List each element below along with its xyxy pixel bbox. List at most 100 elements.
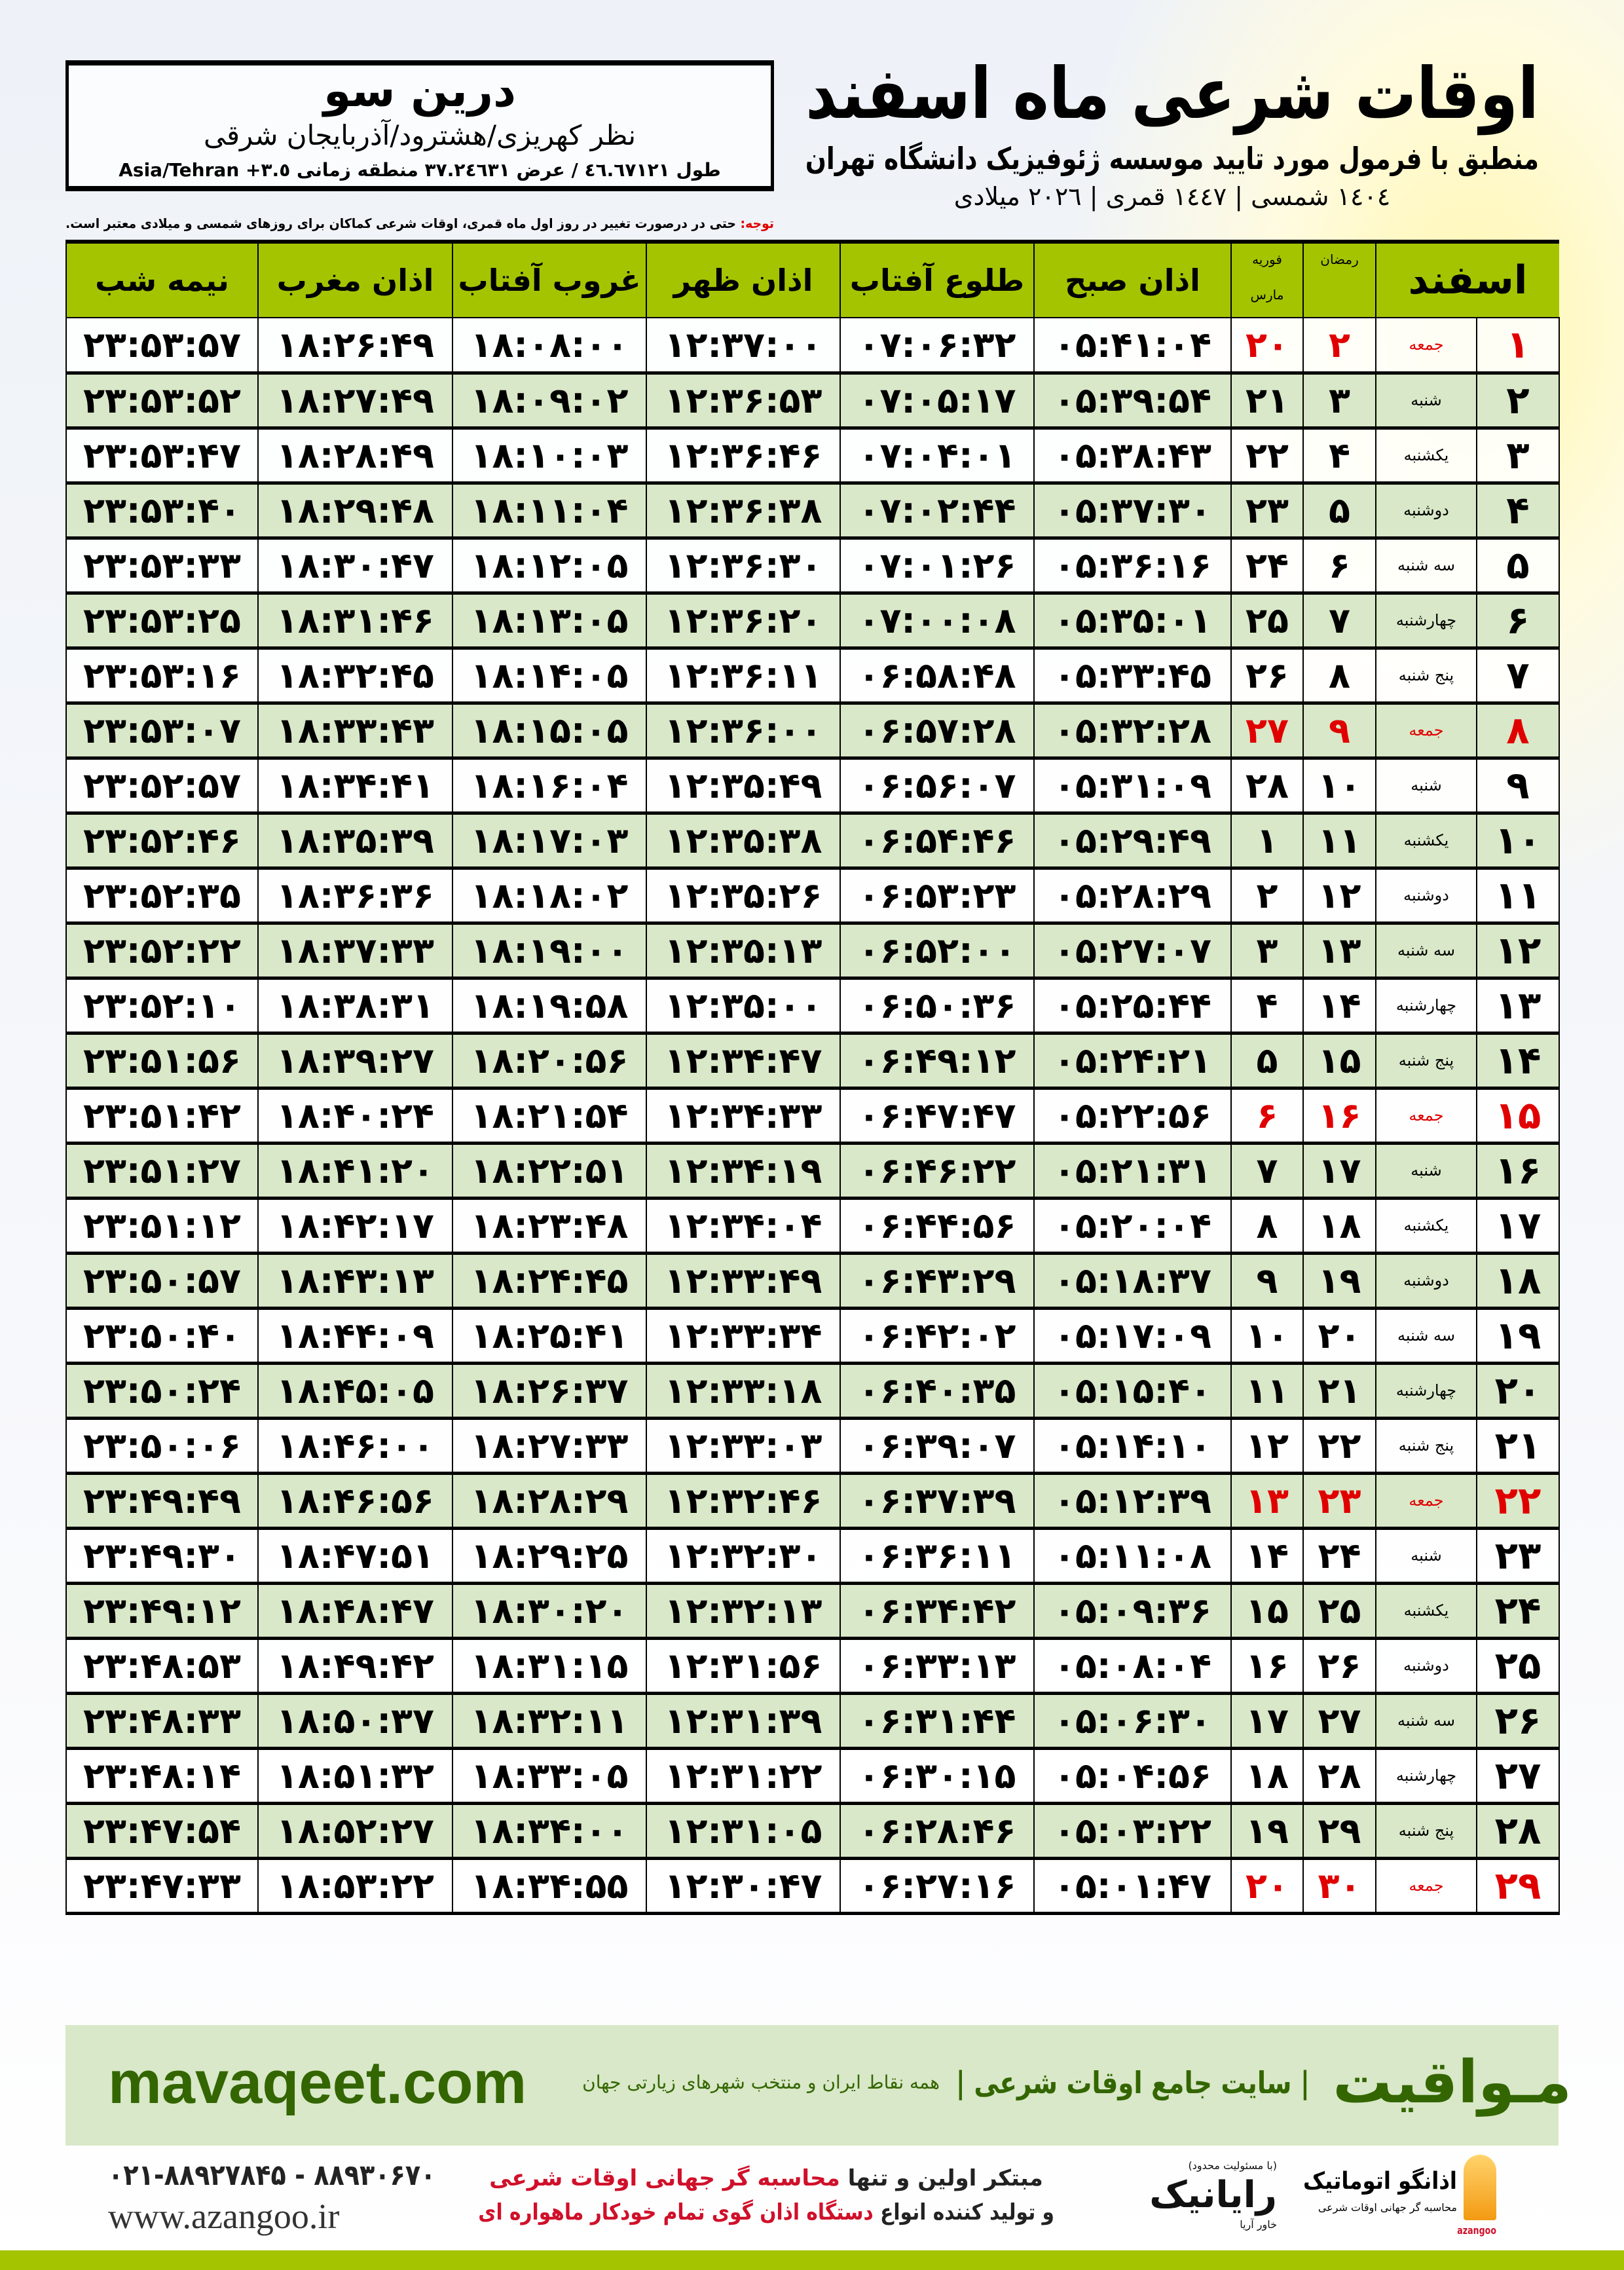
promo-line-2: و تولید کننده انواع دستگاه اذان گوی تمام…: [478, 2195, 1054, 2229]
cell-sunset: ۱۸:۲۴:۴۵: [452, 1252, 647, 1310]
location-box: درین سو نظر کهریزی/هشترود/آذربایجان شرقی…: [65, 60, 774, 191]
cell-weekday: سه شنبه: [1375, 1307, 1477, 1365]
cell-day: ۱۵: [1476, 1087, 1560, 1145]
cell-fajr: ۰۵:۱۲:۳۹: [1033, 1472, 1232, 1530]
table-row: ۲۷ چهارشنبه ۲۸ ۱۸ ۰۵:۰۴:۵۶ ۰۶:۳۰:۱۵ ۱۲:۳۱:۲۲ ۱۸…: [65, 1747, 1560, 1805]
cell-weekday: شنبه: [1375, 372, 1477, 430]
cell-ramadan: ۸: [1302, 647, 1376, 705]
promo-1a: مبتکر اولین و تنها: [840, 2165, 1043, 2191]
cell-ramadan: ۱۳: [1302, 922, 1376, 980]
cell-sunrise: ۰۶:۵۶:۰۷: [840, 757, 1035, 815]
cell-dhuhr: ۱۲:۳۵:۴۹: [646, 757, 841, 815]
promo-1b: محاسبه گر جهانی اوقات شرعی: [489, 2165, 840, 2191]
rayanik-name: رایانیک: [1149, 2174, 1277, 2216]
cell-fajr: ۰۵:۱۱:۰۸: [1033, 1527, 1232, 1585]
cell-gregorian: ۲۱: [1230, 372, 1304, 430]
cell-day: ۲۸: [1476, 1802, 1560, 1860]
cell-maghrib: ۱۸:۵۳:۲۲: [257, 1857, 453, 1915]
cell-maghrib: ۱۸:۳۳:۴۳: [257, 702, 453, 760]
table-row: ۲۰ چهارشنبه ۲۱ ۱۱ ۰۵:۱۵:۴۰ ۰۶:۴۰:۳۵ ۱۲:۳۳:۱۸ ۱۸…: [65, 1362, 1560, 1420]
site-tagline-2: همه نقاط ایران و منتخب شهرهای زیارتی جها…: [582, 2072, 940, 2093]
azangoo-url[interactable]: www.azangoo.ir: [108, 2197, 340, 2236]
header-feb: فوریه: [1252, 251, 1282, 267]
cell-midnight: ۲۳:۴۸:۱۴: [65, 1747, 259, 1805]
cell-midnight: ۲۳:۴۹:۳۰: [65, 1527, 259, 1585]
cell-ramadan: ۲۹: [1302, 1802, 1376, 1860]
cell-maghrib: ۱۸:۲۶:۴۹: [257, 317, 453, 375]
cell-day: ۵: [1476, 537, 1560, 595]
cell-maghrib: ۱۸:۴۳:۱۳: [257, 1252, 453, 1310]
cell-midnight: ۲۳:۵۳:۵۲: [65, 372, 259, 430]
location-path: نظر کهریزی/هشترود/آذربایجان شرقی: [203, 119, 637, 151]
cell-sunrise: ۰۶:۳۴:۴۲: [840, 1582, 1035, 1640]
cell-sunset: ۱۸:۱۰:۰۳: [452, 427, 647, 485]
cell-sunset: ۱۸:۲۱:۵۴: [452, 1087, 647, 1145]
cell-gregorian: ۲: [1230, 867, 1304, 925]
table-row: ۱۹ سه شنبه ۲۰ ۱۰ ۰۵:۱۷:۰۹ ۰۶:۴۲:۰۲ ۱۲:۳۳:۳۴ ۱۸:…: [65, 1307, 1560, 1365]
table-row: ۵ سه شنبه ۶ ۲۴ ۰۵:۳۶:۱۶ ۰۷:۰۱:۲۶ ۱۲:۳۶:۳۰ ۱۸:۱۲…: [65, 537, 1560, 595]
table-row: ۲۹ جمعه ۳۰ ۲۰ ۰۵:۰۱:۴۷ ۰۶:۲۷:۱۶ ۱۲:۳۰:۴۷ ۱۸:۳۴:…: [65, 1857, 1560, 1915]
cell-day: ۳: [1476, 427, 1560, 485]
table-row: ۷ پنج شنبه ۸ ۲۶ ۰۵:۳۳:۴۵ ۰۶:۵۸:۴۸ ۱۲:۳۶:۱۱ ۱۸:۱…: [65, 647, 1560, 705]
cell-fajr: ۰۵:۳۸:۴۳: [1033, 427, 1232, 485]
cell-gregorian: ۱۸: [1230, 1747, 1304, 1805]
cell-gregorian: ۱۹: [1230, 1802, 1304, 1860]
cell-sunset: ۱۸:۱۵:۰۵: [452, 702, 647, 760]
cell-day: ۲۰: [1476, 1362, 1560, 1420]
cell-gregorian: ۴: [1230, 977, 1304, 1035]
cell-dhuhr: ۱۲:۳۴:۱۹: [646, 1142, 841, 1200]
cell-sunrise: ۰۶:۴۰:۳۵: [840, 1362, 1035, 1420]
cell-sunset: ۱۸:۳۴:۰۰: [452, 1802, 647, 1860]
cell-dhuhr: ۱۲:۳۵:۰۰: [646, 977, 841, 1035]
cell-gregorian: ۲۳: [1230, 482, 1304, 540]
cell-midnight: ۲۳:۵۰:۰۶: [65, 1417, 259, 1475]
cell-fajr: ۰۵:۴۱:۰۴: [1033, 317, 1232, 375]
cell-dhuhr: ۱۲:۳۶:۱۱: [646, 647, 841, 705]
cell-day: ۲۷: [1476, 1747, 1560, 1805]
cell-gregorian: ۷: [1230, 1142, 1304, 1200]
cell-midnight: ۲۳:۴۸:۳۳: [65, 1692, 259, 1750]
cell-midnight: ۲۳:۴۷:۳۳: [65, 1857, 259, 1915]
cell-dhuhr: ۱۲:۳۷:۰۰: [646, 317, 841, 375]
cell-dhuhr: ۱۲:۳۲:۱۳: [646, 1582, 841, 1640]
table-row: ۱۷ یکشنبه ۱۸ ۸ ۰۵:۲۰:۰۴ ۰۶:۴۴:۵۶ ۱۲:۳۴:۰۴ ۱۸:۲۳…: [65, 1197, 1560, 1255]
cell-day: ۹: [1476, 757, 1560, 815]
note-text: حتی در درصورت تغییر در روز اول ماه قمری،…: [65, 215, 741, 231]
cell-fajr: ۰۵:۳۶:۱۶: [1033, 537, 1232, 595]
site-url[interactable]: mavaqeet.com: [108, 2049, 527, 2116]
cell-weekday: جمعه: [1375, 702, 1477, 760]
cell-dhuhr: ۱۲:۳۱:۳۹: [646, 1692, 841, 1750]
cell-maghrib: ۱۸:۲۹:۴۸: [257, 482, 453, 540]
table-header-row: اسفند رمضان فوریه مارس اذان صبح طلوع آفتا…: [65, 240, 1559, 318]
cell-ramadan: ۲۸: [1302, 1747, 1376, 1805]
cell-dhuhr: ۱۲:۳۶:۳۰: [646, 537, 841, 595]
cell-sunrise: ۰۶:۵۳:۲۳: [840, 867, 1035, 925]
header-gregorian: فوریه مارس: [1230, 240, 1303, 318]
table-row: ۱۲ سه شنبه ۱۳ ۳ ۰۵:۲۷:۰۷ ۰۶:۵۲:۰۰ ۱۲:۳۵:۱۳ ۱۸:۱…: [65, 922, 1560, 980]
cell-maghrib: ۱۸:۳۵:۳۹: [257, 812, 453, 870]
cell-day: ۱۱: [1476, 867, 1560, 925]
cell-weekday: یکشنبه: [1375, 1197, 1477, 1255]
cell-gregorian: ۱: [1230, 812, 1304, 870]
cell-weekday: شنبه: [1375, 1527, 1477, 1585]
header-sunset: غروب آفتاب: [452, 240, 646, 318]
cell-sunset: ۱۸:۲۶:۳۷: [452, 1362, 647, 1420]
cell-day: ۲۵: [1476, 1637, 1560, 1695]
cell-ramadan: ۲۷: [1302, 1692, 1376, 1750]
cell-fajr: ۰۵:۲۴:۲۱: [1033, 1032, 1232, 1090]
cell-weekday: جمعه: [1375, 1472, 1477, 1530]
cell-gregorian: ۸: [1230, 1197, 1304, 1255]
cell-sunrise: ۰۷:۰۴:۰۱: [840, 427, 1035, 485]
site-tagline: | سایت جامع اوقات شرعی |: [955, 2065, 1310, 2100]
cell-fajr: ۰۵:۲۷:۰۷: [1033, 922, 1232, 980]
cell-fajr: ۰۵:۰۳:۲۲: [1033, 1802, 1232, 1860]
cell-sunrise: ۰۷:۰۵:۱۷: [840, 372, 1035, 430]
cell-dhuhr: ۱۲:۳۱:۰۵: [646, 1802, 841, 1860]
cell-fajr: ۰۵:۲۵:۴۴: [1033, 977, 1232, 1035]
table-row: ۲۶ سه شنبه ۲۷ ۱۷ ۰۵:۰۶:۳۰ ۰۶:۳۱:۴۴ ۱۲:۳۱:۳۹ ۱۸:…: [65, 1692, 1560, 1750]
cell-gregorian: ۵: [1230, 1032, 1304, 1090]
cell-day: ۱۶: [1476, 1142, 1560, 1200]
mavaqeet-logo: مـواقیت: [1333, 2048, 1572, 2117]
cell-sunrise: ۰۶:۵۸:۴۸: [840, 647, 1035, 705]
cell-ramadan: ۱۰: [1302, 757, 1376, 815]
